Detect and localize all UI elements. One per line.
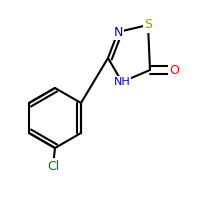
Text: N: N (113, 25, 123, 38)
Text: Cl: Cl (47, 160, 59, 172)
Text: O: O (169, 64, 179, 76)
Text: NH: NH (114, 77, 130, 87)
Text: S: S (144, 19, 152, 31)
